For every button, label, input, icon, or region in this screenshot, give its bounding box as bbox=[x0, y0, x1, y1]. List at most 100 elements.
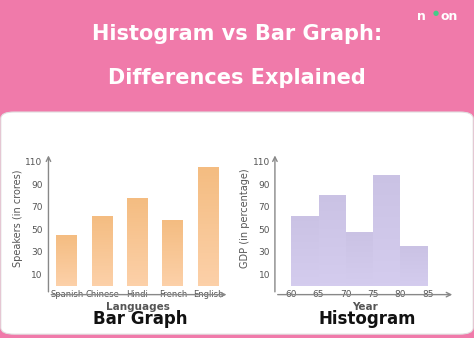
Bar bbox=[162, 268, 183, 269]
Bar bbox=[127, 228, 148, 231]
Bar bbox=[162, 277, 183, 279]
Bar bbox=[292, 265, 319, 266]
Bar bbox=[292, 244, 319, 245]
Bar bbox=[56, 283, 77, 284]
Bar bbox=[56, 243, 77, 244]
Bar bbox=[198, 194, 219, 197]
Bar bbox=[346, 263, 373, 264]
Bar bbox=[56, 265, 77, 267]
Bar bbox=[198, 268, 219, 271]
Bar bbox=[346, 244, 373, 245]
Bar bbox=[127, 207, 148, 209]
Bar bbox=[91, 277, 113, 279]
Bar bbox=[292, 223, 319, 224]
Bar bbox=[91, 224, 113, 226]
Bar bbox=[162, 276, 183, 277]
Bar bbox=[401, 264, 428, 265]
Bar bbox=[91, 237, 113, 239]
Bar bbox=[127, 233, 148, 235]
Bar bbox=[127, 213, 148, 215]
Bar bbox=[346, 282, 373, 283]
Bar bbox=[198, 244, 219, 247]
Bar bbox=[346, 277, 373, 279]
Bar bbox=[127, 204, 148, 207]
Bar bbox=[162, 271, 183, 272]
Bar bbox=[401, 263, 428, 264]
Bar bbox=[56, 274, 77, 275]
Bar bbox=[292, 281, 319, 282]
Bar bbox=[91, 221, 113, 223]
Bar bbox=[401, 268, 428, 269]
Bar bbox=[91, 216, 113, 218]
Bar bbox=[346, 260, 373, 261]
Bar bbox=[346, 268, 373, 269]
Text: Bar Graph: Bar Graph bbox=[92, 310, 187, 329]
Bar bbox=[373, 269, 401, 272]
Bar bbox=[162, 261, 183, 263]
Bar bbox=[401, 250, 428, 251]
Bar bbox=[162, 253, 183, 255]
Bar bbox=[162, 263, 183, 264]
Bar bbox=[373, 252, 401, 255]
Bar bbox=[292, 270, 319, 272]
Bar bbox=[319, 209, 346, 211]
Bar bbox=[162, 223, 183, 225]
Bar bbox=[91, 218, 113, 219]
Bar bbox=[127, 257, 148, 259]
Bar bbox=[127, 226, 148, 228]
Bar bbox=[373, 244, 401, 247]
Bar bbox=[162, 230, 183, 232]
Bar bbox=[162, 241, 183, 243]
Bar bbox=[127, 237, 148, 239]
Bar bbox=[162, 251, 183, 253]
Bar bbox=[91, 239, 113, 240]
Bar bbox=[56, 240, 77, 241]
Bar bbox=[373, 181, 401, 184]
Bar bbox=[91, 273, 113, 275]
Bar bbox=[373, 258, 401, 261]
Bar bbox=[319, 234, 346, 236]
Bar bbox=[292, 228, 319, 230]
Bar bbox=[198, 280, 219, 283]
Bar bbox=[319, 279, 346, 281]
Bar bbox=[56, 236, 77, 237]
Bar bbox=[401, 267, 428, 268]
Bar bbox=[373, 261, 401, 264]
Bar bbox=[56, 269, 77, 270]
Bar bbox=[56, 277, 77, 278]
Bar bbox=[319, 252, 346, 254]
Bar bbox=[346, 250, 373, 252]
Bar bbox=[319, 232, 346, 234]
Bar bbox=[127, 202, 148, 204]
Bar bbox=[198, 241, 219, 244]
Bar bbox=[292, 245, 319, 247]
Bar bbox=[91, 226, 113, 228]
Bar bbox=[162, 235, 183, 237]
Bar bbox=[127, 274, 148, 277]
Bar bbox=[91, 251, 113, 252]
Bar bbox=[373, 203, 401, 206]
Bar bbox=[319, 198, 346, 200]
Bar bbox=[198, 250, 219, 253]
Bar bbox=[162, 243, 183, 245]
Bar bbox=[91, 235, 113, 237]
Bar bbox=[292, 226, 319, 228]
Bar bbox=[346, 265, 373, 267]
Bar bbox=[373, 208, 401, 211]
Bar bbox=[292, 279, 319, 281]
Bar bbox=[292, 233, 319, 235]
Bar bbox=[56, 241, 77, 243]
Bar bbox=[198, 233, 219, 235]
Bar bbox=[319, 227, 346, 229]
Bar bbox=[401, 247, 428, 248]
Bar bbox=[91, 282, 113, 284]
Bar bbox=[162, 266, 183, 268]
Bar bbox=[198, 167, 219, 170]
Bar bbox=[292, 261, 319, 263]
Bar bbox=[56, 270, 77, 272]
Bar bbox=[162, 233, 183, 235]
Bar bbox=[56, 268, 77, 269]
Bar bbox=[319, 261, 346, 263]
Bar bbox=[401, 285, 428, 286]
Bar bbox=[319, 216, 346, 218]
